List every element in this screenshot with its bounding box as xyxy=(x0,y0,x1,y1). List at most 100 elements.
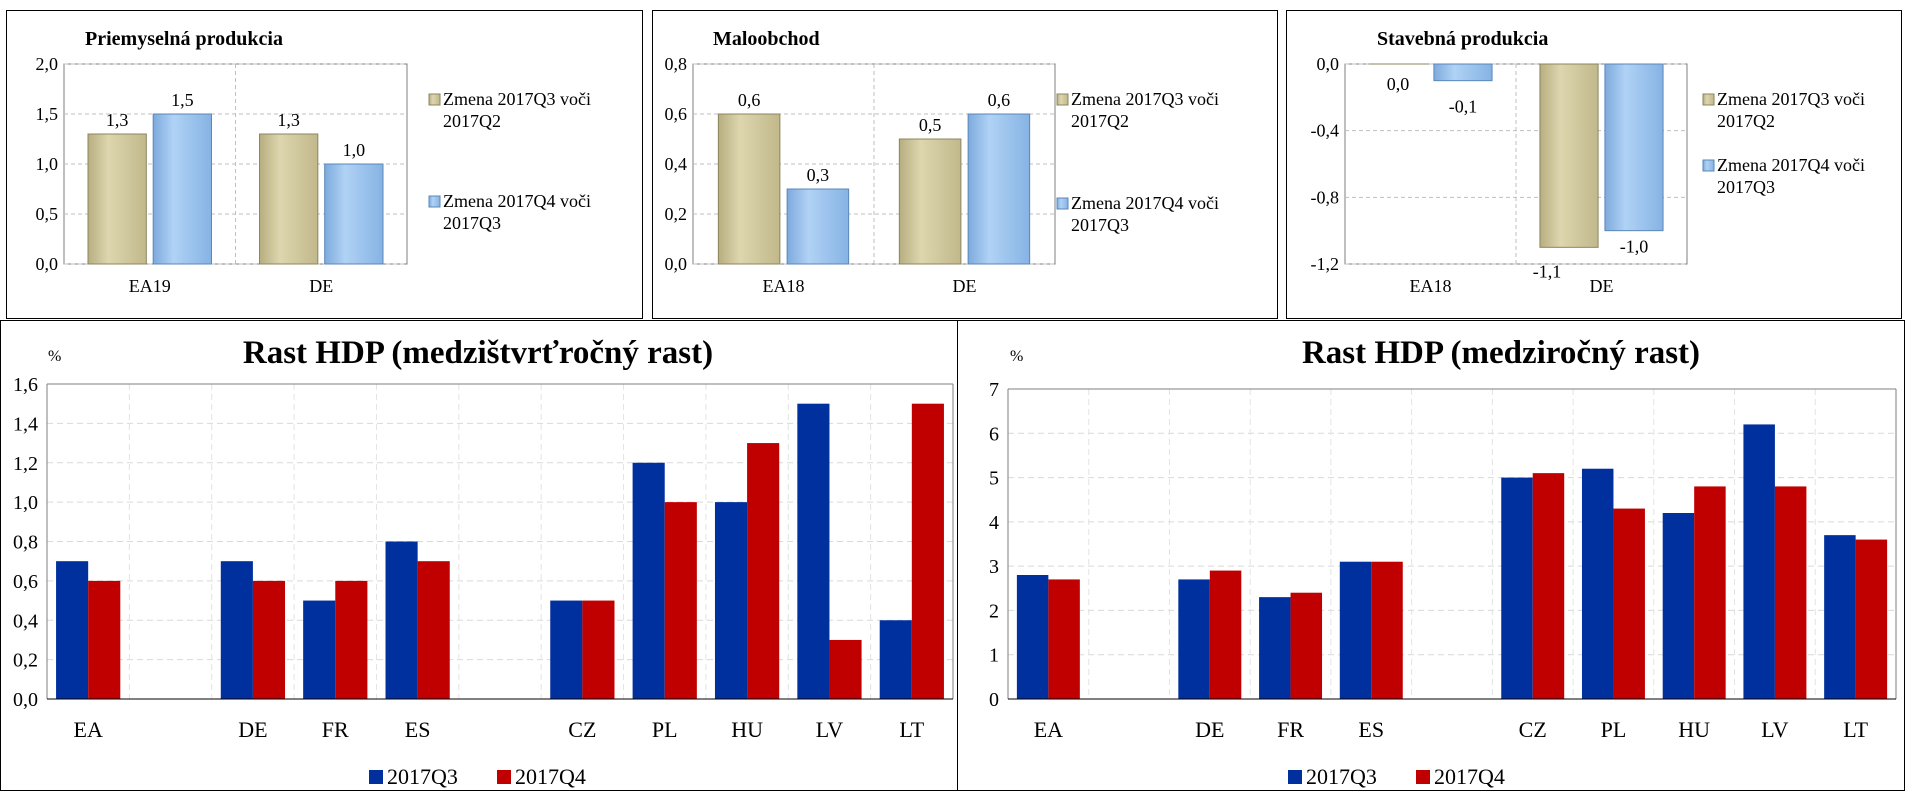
bar xyxy=(967,113,1031,265)
bar xyxy=(56,561,89,699)
data-label: -0,1 xyxy=(1449,97,1478,117)
y-tick-label: 0,0 xyxy=(13,689,38,711)
legend-label: 2017Q3 xyxy=(443,213,501,233)
y-tick-label: -0,8 xyxy=(1311,187,1340,207)
y-tick-label: 0,8 xyxy=(13,532,38,554)
x-tick-label: DE xyxy=(309,276,333,296)
x-tick-label: CZ xyxy=(568,717,596,742)
y-tick-label: 0,0 xyxy=(665,254,688,274)
y-axis-unit: % xyxy=(48,348,61,365)
data-label: 1,3 xyxy=(277,110,300,130)
bar xyxy=(88,580,121,699)
y-tick-label: 1,0 xyxy=(36,154,59,174)
chart-title: Rast HDP (medzištvrťročný rast) xyxy=(243,335,713,371)
x-tick-label: DE xyxy=(1590,276,1614,296)
data-label: 0,6 xyxy=(738,90,761,110)
bar xyxy=(747,443,780,699)
bar xyxy=(1209,570,1242,699)
y-tick-label: 0,2 xyxy=(13,650,38,672)
x-tick-label: EA18 xyxy=(1410,276,1452,296)
bar xyxy=(550,600,583,699)
bar xyxy=(1501,477,1533,699)
bar xyxy=(1694,486,1726,699)
data-label: -1,1 xyxy=(1533,261,1562,281)
bar xyxy=(1539,63,1599,248)
y-tick-label: 1 xyxy=(989,645,999,667)
y-axis-unit: % xyxy=(1010,348,1023,365)
legend-label: Zmena 2017Q4 voči xyxy=(1071,193,1219,213)
legend-swatch xyxy=(428,93,441,106)
legend-swatch xyxy=(1056,93,1069,106)
bar xyxy=(632,462,665,699)
bar xyxy=(385,541,418,699)
bar xyxy=(335,580,368,699)
y-tick-label: 7 xyxy=(989,379,999,401)
bar xyxy=(664,502,697,699)
y-tick-label: 0,6 xyxy=(13,571,38,593)
y-tick-label: 1,2 xyxy=(13,453,38,475)
data-label: 0,5 xyxy=(919,115,942,135)
chart-panel-gdp-qoq: Rast HDP (medzištvrťročný rast) % 0,0 0,2… xyxy=(0,320,958,791)
industrial-production-chart: Priemyselná produkcia 0,0 0,5 1,0 1,5 2,0 1,3… xyxy=(36,28,591,296)
x-tick-label: LT xyxy=(1843,717,1868,742)
data-label: 1,0 xyxy=(343,140,366,160)
bar xyxy=(1855,539,1888,699)
x-tick-label: ES xyxy=(405,717,431,742)
x-tick-label: DE xyxy=(238,717,267,742)
bar xyxy=(303,600,336,699)
y-tick-label: 0,8 xyxy=(665,54,688,74)
y-tick-label: 3 xyxy=(989,556,999,578)
legend-label: Zmena 2017Q3 voči xyxy=(1071,89,1219,109)
y-tick-label: 0,0 xyxy=(1317,54,1340,74)
legend-swatch xyxy=(1056,197,1069,210)
x-tick-label: EA18 xyxy=(763,276,805,296)
y-tick-label: 2 xyxy=(989,600,999,622)
legend-label: 2017Q2 xyxy=(443,111,501,131)
y-tick-label: 4 xyxy=(989,512,999,534)
y-tick-label: 0,2 xyxy=(665,204,688,224)
legend-swatch xyxy=(497,770,511,784)
x-tick-label: LT xyxy=(899,717,924,742)
data-label: 0,6 xyxy=(988,90,1011,110)
legend-label: 2017Q4 xyxy=(1434,764,1505,789)
bar xyxy=(797,403,830,699)
x-tick-label: LV xyxy=(1761,717,1788,742)
legend-swatch xyxy=(369,770,383,784)
legend-label: Zmena 2017Q4 voči xyxy=(1717,155,1865,175)
data-label: -1,0 xyxy=(1620,237,1649,257)
chart-title: Rast HDP (medziročný rast) xyxy=(1302,335,1700,371)
legend-label: 2017Q3 xyxy=(1071,215,1129,235)
legend-label: 2017Q2 xyxy=(1717,111,1775,131)
bar xyxy=(1016,575,1049,699)
bar xyxy=(879,620,912,699)
chart-title: Maloobchod xyxy=(713,28,820,50)
bar xyxy=(1774,486,1807,699)
legend-label: 2017Q4 xyxy=(515,764,586,789)
retail-chart: Maloobchod 0,0 0,2 0,4 0,6 0,8 0,6 0,3 EA18 0,5 0… xyxy=(665,28,1219,296)
x-tick-label: DE xyxy=(953,276,977,296)
legend-label: Zmena 2017Q3 voči xyxy=(1717,89,1865,109)
construction-chart: Stavebná produkcia 0,0 -0,4 -0,8 -1,2 0,0 -0,… xyxy=(1311,28,1865,296)
y-tick-label: 1,5 xyxy=(36,104,59,124)
data-label: 0,3 xyxy=(807,165,830,185)
gdp-qoq-chart: Rast HDP (medzištvrťročný rast) % 0,0 0,2… xyxy=(13,335,954,789)
x-tick-label: CZ xyxy=(1519,717,1547,742)
bar xyxy=(1048,579,1080,699)
bar xyxy=(714,502,748,699)
legend-swatch xyxy=(1288,770,1302,784)
x-tick-label: EA19 xyxy=(129,276,171,296)
bar xyxy=(1743,424,1775,699)
bar xyxy=(417,561,450,699)
bar xyxy=(898,138,962,265)
data-label: 0,0 xyxy=(1387,74,1410,94)
bar xyxy=(259,133,319,265)
legend-swatch xyxy=(1416,770,1430,784)
chart-panel-gdp-yoy: Rast HDP (medziročný rast) % 0 1 2 3 4 5 6 7 EA D… xyxy=(957,320,1905,791)
data-label: 1,5 xyxy=(171,90,194,110)
legend-label: Zmena 2017Q4 voči xyxy=(443,191,591,211)
y-tick-label: 0,4 xyxy=(13,610,38,632)
legend-swatch xyxy=(1702,159,1715,172)
chart-title: Priemyselná produkcia xyxy=(85,28,283,50)
y-tick-label: 0 xyxy=(989,689,999,711)
chart-title: Stavebná produkcia xyxy=(1377,28,1548,50)
